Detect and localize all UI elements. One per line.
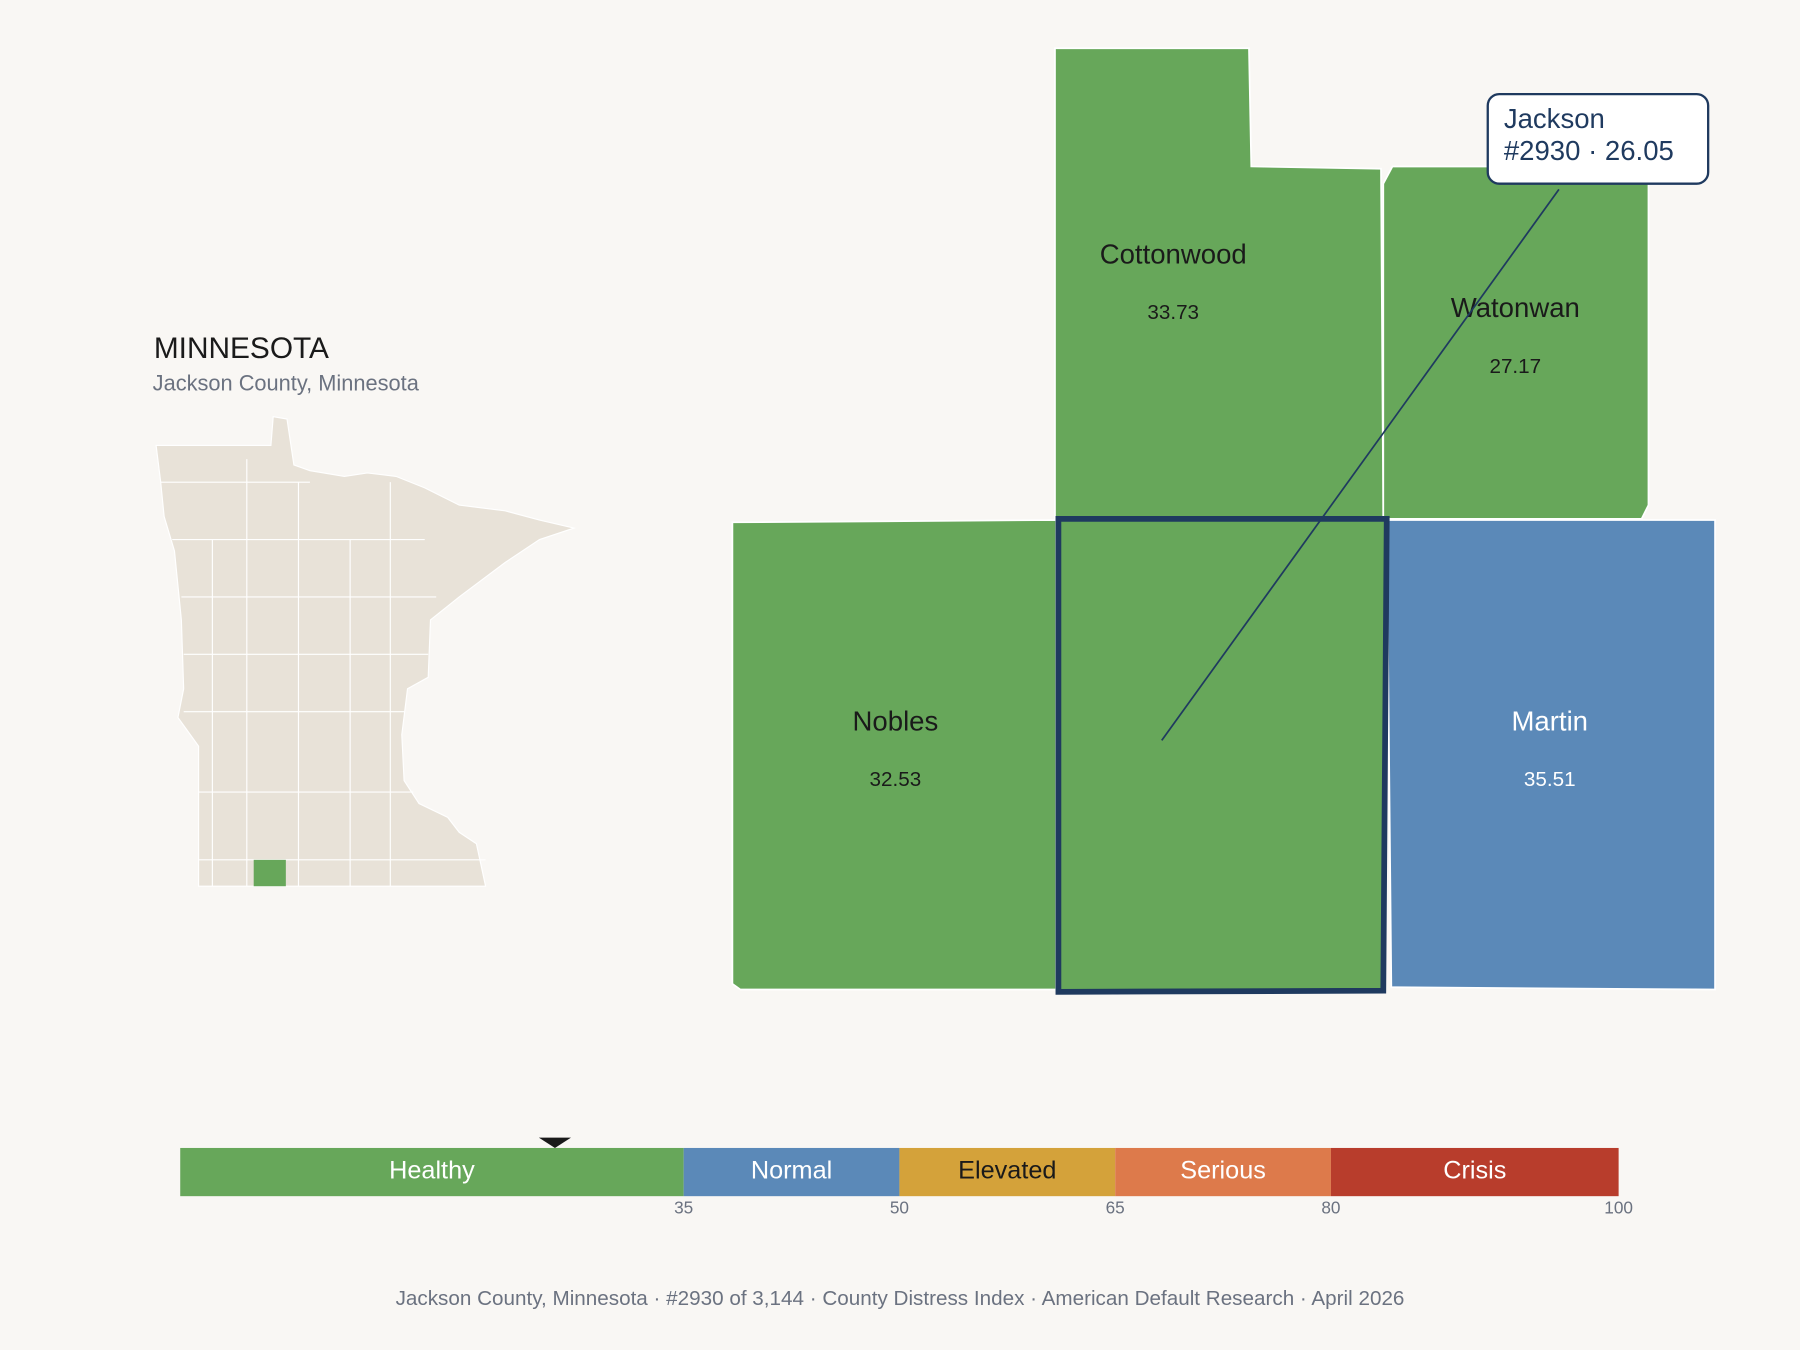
selected-county-inset (253, 859, 286, 887)
segment-label: Elevated (958, 1157, 1056, 1185)
county-name: Nobles (853, 705, 939, 736)
county (1054, 47, 1385, 520)
segment-label: Normal (751, 1157, 832, 1185)
county-name: Martin (1511, 705, 1588, 736)
state-inset (155, 416, 577, 887)
county-name: Cottonwood (1100, 238, 1247, 269)
county-lines (160, 459, 486, 887)
scale-tick-label: 80 (1321, 1197, 1340, 1217)
state-outline (155, 416, 577, 887)
scale-tick-label: 65 (1106, 1197, 1125, 1217)
county (1385, 519, 1716, 991)
county-value: 33.73 (1147, 301, 1199, 324)
scale-segment (899, 1147, 1116, 1197)
footer: Jackson County, Minnesota · #2930 of 3,1… (396, 1287, 1405, 1310)
scale-segment (1115, 1147, 1331, 1197)
scale-marker (538, 1137, 572, 1148)
county (731, 519, 1057, 991)
scale-tick-label: 35 (674, 1197, 693, 1217)
selected-county (1055, 516, 1390, 995)
county-value: 32.53 (870, 768, 922, 791)
segment-label: Serious (1180, 1157, 1266, 1185)
scale-segment (180, 1147, 684, 1197)
scale-segment (683, 1147, 900, 1197)
county-value: 35.51 (1524, 768, 1576, 791)
callout-leader (1161, 188, 1560, 741)
county-map: Cottonwood 33.73 Watonwan 27.17 Nobles 32.53 M… (731, 47, 1716, 995)
county-value: 27.17 (1489, 355, 1541, 378)
county (1382, 165, 1650, 520)
segment-label: Crisis (1443, 1157, 1506, 1185)
callout-line: #2930 · 26.05 (1504, 135, 1674, 166)
state-title: MINNESOTA (154, 332, 329, 365)
scale-tick-label: 100 (1604, 1197, 1633, 1217)
scale-segment (1330, 1147, 1619, 1197)
subtitle: Jackson County, Minnesota (153, 370, 420, 395)
scale-tick-label: 50 (890, 1197, 909, 1217)
distress-scale: Healthy Normal Elevated Serious Crisis 35 50 65… (180, 1137, 1633, 1217)
callout-box (1486, 92, 1710, 185)
segment-label: Healthy (389, 1157, 475, 1185)
callout-line: Jackson (1504, 103, 1605, 134)
county-name: Watonwan (1451, 292, 1580, 323)
